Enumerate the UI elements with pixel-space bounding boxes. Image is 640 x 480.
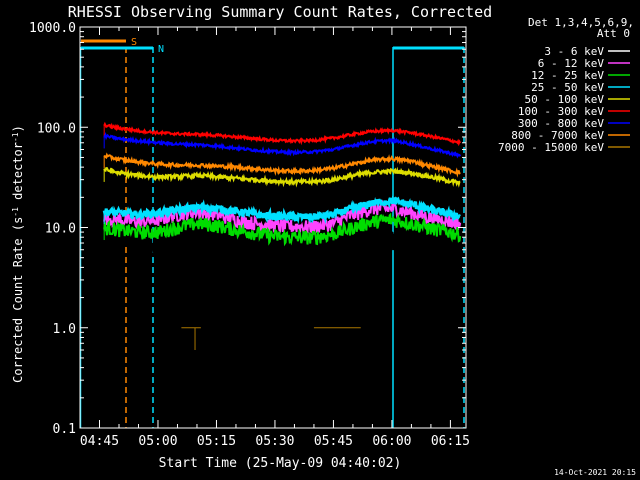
series-line [103,219,462,267]
flag-label-n: N [158,44,164,55]
chart-title: RHESSI Observing Summary Count Rates, Co… [68,3,492,21]
x-tick-label: 05:45 [314,434,353,449]
y-tick-label: 1.0 [53,322,76,337]
legend-label: 300 - 800 keV [518,117,604,130]
legend-label: 12 - 25 keV [531,69,604,82]
legend-label: 25 - 50 keV [531,81,604,94]
legend-label: 6 - 12 keV [538,57,605,70]
legend-label: 100 - 300 keV [518,105,604,118]
series-25-50-kev [102,195,461,225]
series-12-25-kev [103,212,462,247]
legend-header-line2: Att 0 [597,27,630,40]
series-line [103,152,461,178]
y-tick-label: 0.1 [53,422,76,437]
y-tick-label: 1000.0 [29,21,76,36]
series-line [103,131,462,159]
flag-label-s: S [131,37,137,48]
series-7000-15000-kev [181,327,361,350]
series-line [103,166,461,188]
legend-label: 3 - 6 keV [544,45,604,58]
legend-label: 800 - 7000 keV [511,129,604,142]
series-layer [102,121,462,350]
series-line [103,199,462,235]
x-tick-label: 06:15 [431,434,470,449]
series-800-7000-kev [103,152,461,178]
y-tick-label: 100.0 [37,121,76,136]
x-tick-label: 05:15 [197,434,236,449]
series-line [103,121,462,147]
y-axis-label: Corrected Count Rate (s-1 detector-1) [11,125,25,383]
x-tick-label: 05:00 [138,434,177,449]
x-axis-label: Start Time (25-May-09 04:40:02) [159,456,402,471]
x-tick-label: 05:30 [255,434,294,449]
series-line [103,212,462,247]
legend-header-line1: Det 1,3,4,5,6,9, [528,16,634,29]
series-300-800-kev [103,131,462,159]
series-50-100-kev [103,166,461,188]
legend-label: 7000 - 15000 keV [498,141,604,154]
legend-label: 50 - 100 keV [525,93,605,106]
y-tick-label: 10.0 [45,222,76,237]
axis-layer: 0.1 1.0 10.0 100.0 1000.0 04:45 05:00 05:15 05:3… [29,21,470,449]
x-tick-label: 06:00 [372,434,411,449]
series-line [102,195,461,225]
timestamp: 14-Oct-2021 20:15 [554,468,636,477]
x-tick-label: 04:45 [80,434,119,449]
